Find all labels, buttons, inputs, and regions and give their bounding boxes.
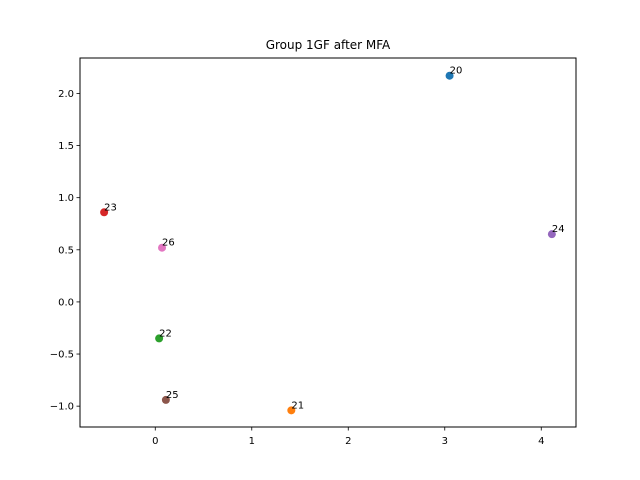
- plot-area: 0 1 2 3 4−1.0−0.50.00.51.01.52.0202122232425…: [50, 66, 565, 447]
- data-point: [161, 395, 170, 404]
- point-label: 26: [162, 238, 175, 249]
- point-label: 24: [552, 224, 565, 235]
- chart-title: Group 1GF after MFA: [266, 38, 391, 52]
- y-tick-label: 1.0: [58, 193, 74, 204]
- data-point: [547, 230, 556, 239]
- data-point: [445, 71, 454, 80]
- point-label: 20: [450, 66, 463, 77]
- data-point: [158, 243, 167, 252]
- x-tick-label: 4: [538, 436, 544, 447]
- axes-frame: [79, 57, 577, 428]
- data-point: [155, 334, 164, 343]
- y-tick-label: 1.5: [58, 141, 74, 152]
- data-point: [287, 406, 296, 415]
- x-tick-label: 2: [345, 436, 351, 447]
- point-label: 25: [166, 390, 179, 401]
- point-label: 22: [159, 328, 172, 339]
- point-label: 23: [104, 202, 117, 213]
- y-tick-label: −1.0: [50, 402, 74, 413]
- y-tick-label: 0.0: [58, 297, 74, 308]
- y-tick-label: 2.0: [58, 89, 74, 100]
- x-tick-label: 3: [442, 436, 448, 447]
- y-tick-label: 0.5: [58, 245, 74, 256]
- point-label: 21: [291, 400, 304, 411]
- y-tick-label: −0.5: [50, 350, 74, 361]
- x-tick-label: 0: [152, 436, 158, 447]
- data-point: [100, 208, 109, 217]
- x-tick-label: 1: [249, 436, 255, 447]
